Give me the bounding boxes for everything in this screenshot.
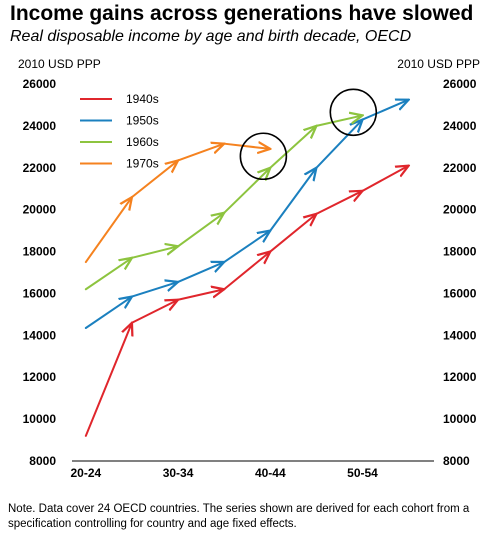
y-axis-unit-right: 2010 USD PPP [397, 57, 480, 71]
legend: 1940s 1950s 1960s 1970s [80, 92, 159, 171]
series-segment [130, 160, 178, 199]
series-1970s [84, 144, 270, 264]
y-tick-right: 24000 [443, 119, 477, 133]
y-tick-left: 14000 [23, 328, 57, 342]
legend-label: 1960s [126, 135, 159, 149]
y-tick-left: 12000 [23, 370, 57, 384]
series-segment [315, 115, 362, 127]
series-segment [130, 246, 178, 259]
series-segment [223, 252, 270, 291]
y-tick-left: 10000 [23, 412, 57, 426]
y-tick-right: 10000 [443, 412, 477, 426]
y-tick-right: 14000 [443, 328, 477, 342]
series-segment [84, 323, 132, 437]
legend-label: 1970s [126, 157, 159, 171]
series-segment [223, 231, 270, 264]
series-segment [269, 168, 316, 232]
series-segment [130, 300, 178, 324]
legend-label: 1950s [126, 114, 159, 128]
series-1940s [84, 166, 409, 437]
annotation-circle [239, 132, 288, 181]
y-tick-right: 16000 [443, 286, 477, 300]
y-tick-left: 22000 [23, 161, 57, 175]
series-segment [315, 191, 362, 215]
series-segment [361, 166, 409, 192]
series-segment [84, 197, 132, 264]
y-tick-right: 8000 [443, 454, 470, 468]
series-1950s [84, 100, 409, 330]
y-tick-left: 16000 [23, 286, 57, 300]
series-segment [315, 120, 362, 169]
series-segment [223, 168, 270, 214]
y-tick-right: 22000 [443, 161, 477, 175]
series-segment [223, 144, 270, 149]
income-line-chart: 2010 USD PPP 2010 USD PPP 8000 8000 10000 1… [18, 57, 480, 480]
chart-subtitle: Real disposable income by age and birth … [10, 28, 412, 45]
series-segment [361, 100, 409, 121]
chart-title: Income gains across generations have slo… [10, 2, 474, 25]
series-segment [177, 144, 224, 162]
y-tick-left: 18000 [23, 245, 57, 259]
x-tick: 50-54 [347, 466, 378, 480]
chart-note: Note. Data cover 24 OECD countries. The … [8, 503, 470, 530]
series-lines [84, 100, 409, 437]
y-tick-right: 12000 [443, 370, 477, 384]
annotation-circles [239, 88, 378, 181]
series-segment [84, 258, 132, 291]
y-tick-right: 18000 [443, 245, 477, 259]
y-axis-unit-left: 2010 USD PPP [18, 57, 101, 71]
x-tick: 40-44 [255, 466, 286, 480]
series-segment [177, 213, 224, 248]
series-segment [269, 214, 316, 253]
y-tick-left: 24000 [23, 119, 57, 133]
series-segment [84, 297, 132, 330]
legend-label: 1940s [126, 92, 159, 106]
y-tick-right: 26000 [443, 77, 477, 91]
x-tick: 30-34 [163, 466, 194, 480]
series-segment [269, 126, 316, 169]
y-tick-left: 20000 [23, 203, 57, 217]
x-tick: 20-24 [70, 466, 101, 480]
series-1960s [84, 115, 363, 291]
axes: 8000 8000 10000 10000 12000 12000 14000 14000 16… [23, 77, 477, 480]
series-segment [130, 282, 178, 298]
y-tick-left: 26000 [23, 77, 57, 91]
series-segment [177, 289, 224, 301]
y-tick-left: 8000 [29, 454, 56, 468]
annotation-circle [329, 88, 378, 137]
series-segment [177, 262, 224, 283]
y-tick-right: 20000 [443, 203, 477, 217]
